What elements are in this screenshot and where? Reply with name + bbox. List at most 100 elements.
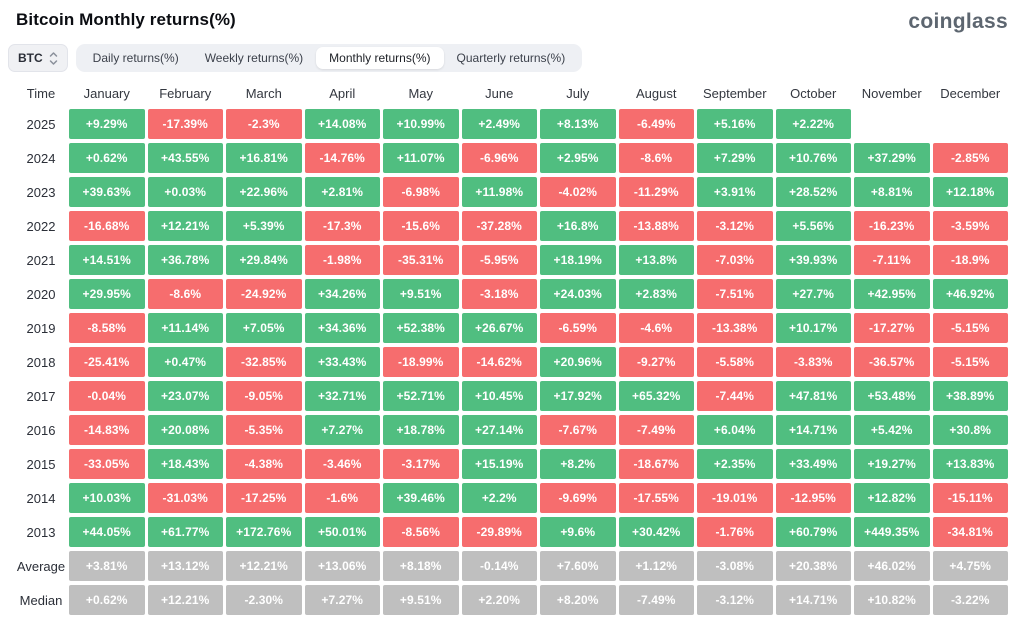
column-header-june: June xyxy=(485,85,514,101)
return-cell: -1.6% xyxy=(304,483,380,513)
return-cell: -17.55% xyxy=(618,483,694,513)
return-cell: -18.9% xyxy=(932,245,1008,275)
return-cell: -7.49% xyxy=(618,415,694,445)
return-cell: +39.63% xyxy=(69,177,145,207)
return-cell: -4.38% xyxy=(226,449,302,479)
return-cell: -18.99% xyxy=(383,347,459,377)
return-cell: +29.84% xyxy=(226,245,302,275)
return-cell: -3.12% xyxy=(697,211,773,241)
return-cell: -9.05% xyxy=(226,381,302,411)
return-cell: +13.12% xyxy=(147,551,223,581)
return-cell: -7.49% xyxy=(618,585,694,615)
return-cell: +52.71% xyxy=(383,381,459,411)
tab-weekly-returns[interactable]: Weekly returns(%) xyxy=(204,51,304,65)
return-cell: +30.42% xyxy=(618,517,694,547)
return-cell: -8.58% xyxy=(69,313,145,343)
return-cell: +33.49% xyxy=(775,449,851,479)
return-cell: +14.71% xyxy=(775,415,851,445)
return-cell: +14.08% xyxy=(304,109,380,139)
return-cell: +20.08% xyxy=(147,415,223,445)
return-cell: +11.14% xyxy=(147,313,223,343)
return-cell: +2.83% xyxy=(618,279,694,309)
return-cell: -3.83% xyxy=(775,347,851,377)
return-cell: -0.14% xyxy=(461,551,537,581)
return-cell: -17.25% xyxy=(226,483,302,513)
return-cell: +15.19% xyxy=(461,449,537,479)
return-cell: -4.6% xyxy=(618,313,694,343)
return-cell: +5.56% xyxy=(775,211,851,241)
return-cell xyxy=(854,109,930,139)
return-cell: +29.95% xyxy=(69,279,145,309)
row-label-2021: 2021 xyxy=(26,252,56,268)
return-cell: +449.35% xyxy=(854,517,930,547)
tab-quarterly-returns[interactable]: Quarterly returns(%) xyxy=(456,51,566,65)
row-label-average: Average xyxy=(16,558,66,574)
return-cell: +18.78% xyxy=(383,415,459,445)
return-cell: +1.12% xyxy=(618,551,694,581)
return-cell: +18.43% xyxy=(147,449,223,479)
return-cell: +9.6% xyxy=(540,517,616,547)
return-cell: +24.03% xyxy=(540,279,616,309)
return-cell: +2.22% xyxy=(775,109,851,139)
symbol-select[interactable]: BTC xyxy=(8,44,68,72)
topbar: Bitcoin Monthly returns(%) coinglass xyxy=(14,8,1010,38)
return-cell: -7.67% xyxy=(540,415,616,445)
return-cell: +39.93% xyxy=(775,245,851,275)
return-cell: +22.96% xyxy=(226,177,302,207)
return-cell: +23.07% xyxy=(147,381,223,411)
return-cell: +0.62% xyxy=(69,143,145,173)
column-header-august: August xyxy=(636,85,677,101)
tab-monthly-returns[interactable]: Monthly returns(%) xyxy=(316,47,444,69)
return-cell: +50.01% xyxy=(304,517,380,547)
return-cell: +12.21% xyxy=(226,551,302,581)
returns-period-tabs: Daily returns(%) Weekly returns(%) Month… xyxy=(75,44,583,72)
return-cell: +10.45% xyxy=(461,381,537,411)
return-cell: +10.76% xyxy=(775,143,851,173)
return-cell: -7.44% xyxy=(697,381,773,411)
return-cell: -16.68% xyxy=(69,211,145,241)
return-cell: +46.02% xyxy=(854,551,930,581)
return-cell: -16.23% xyxy=(854,211,930,241)
return-cell: -32.85% xyxy=(226,347,302,377)
return-cell: -25.41% xyxy=(69,347,145,377)
return-cell: +8.18% xyxy=(383,551,459,581)
return-cell: -5.35% xyxy=(226,415,302,445)
return-cell: -8.6% xyxy=(618,143,694,173)
controls-row: BTC Daily returns(%) Weekly returns(%) M… xyxy=(8,44,1010,72)
return-cell: +20.38% xyxy=(775,551,851,581)
return-cell: -8.6% xyxy=(147,279,223,309)
row-label-2017: 2017 xyxy=(26,388,56,404)
return-cell: +65.32% xyxy=(618,381,694,411)
return-cell: +19.27% xyxy=(854,449,930,479)
return-cell: -3.08% xyxy=(697,551,773,581)
row-label-2019: 2019 xyxy=(26,320,56,336)
return-cell: -34.81% xyxy=(932,517,1008,547)
return-cell: -3.59% xyxy=(932,211,1008,241)
return-cell: -37.28% xyxy=(461,211,537,241)
return-cell: +7.60% xyxy=(540,551,616,581)
return-cell: -3.18% xyxy=(461,279,537,309)
return-cell: -14.83% xyxy=(69,415,145,445)
return-cell: +8.20% xyxy=(540,585,616,615)
return-cell: -3.46% xyxy=(304,449,380,479)
row-label-2018: 2018 xyxy=(26,354,56,370)
return-cell: +0.62% xyxy=(69,585,145,615)
return-cell: -1.76% xyxy=(697,517,773,547)
return-cell: +28.52% xyxy=(775,177,851,207)
time-column-header: Time xyxy=(26,85,56,101)
return-cell: +4.75% xyxy=(932,551,1008,581)
column-header-december: December xyxy=(940,85,1001,101)
return-cell: +5.42% xyxy=(854,415,930,445)
return-cell: +3.81% xyxy=(69,551,145,581)
return-cell: +9.29% xyxy=(69,109,145,139)
return-cell: +6.04% xyxy=(697,415,773,445)
column-header-march: March xyxy=(245,85,282,101)
tab-daily-returns[interactable]: Daily returns(%) xyxy=(92,51,179,65)
return-cell: +12.18% xyxy=(932,177,1008,207)
return-cell: -3.17% xyxy=(383,449,459,479)
return-cell: +7.29% xyxy=(697,143,773,173)
return-cell: +10.03% xyxy=(69,483,145,513)
return-cell: +13.8% xyxy=(618,245,694,275)
return-cell: +43.55% xyxy=(147,143,223,173)
row-label-2013: 2013 xyxy=(26,524,56,540)
